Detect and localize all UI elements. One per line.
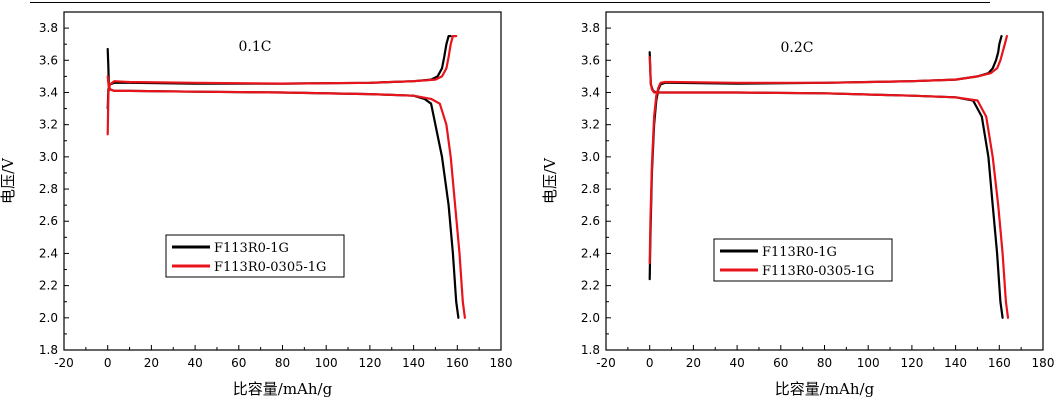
legend-label-1: F113R0-1G <box>214 241 289 256</box>
x-tick-label: 20 <box>686 356 701 370</box>
plot-frame <box>605 11 1044 351</box>
legend-label-2: F113R0-0305-1G <box>214 260 326 275</box>
y-tick-label: 2.6 <box>39 214 58 228</box>
x-tick-label: 100 <box>857 356 880 370</box>
y-tick-label: 2.6 <box>581 214 600 228</box>
y-tick-label: 2.0 <box>581 311 600 325</box>
curves <box>648 34 1010 319</box>
y-tick-label: 2.8 <box>581 182 600 196</box>
x-tick-label: 140 <box>944 356 967 370</box>
x-tick-label: 60 <box>231 356 246 370</box>
curves <box>106 34 466 319</box>
x-tick-label: 140 <box>402 356 425 370</box>
chart-1: -20 0 20 40 60 80 100 120 140 160 180 1.8 2.0 2.2 2.4 2… <box>0 11 513 398</box>
x-tick-label: 160 <box>988 356 1011 370</box>
series-1-charge-line <box>106 34 452 110</box>
x-axis-label: 比容量/mAh/g <box>233 380 333 398</box>
x-tick-label: 180 <box>490 356 513 370</box>
y-tick-label: 3.6 <box>39 53 58 67</box>
series-2-discharge-line <box>648 55 1010 319</box>
y-tick-label: 1.8 <box>39 343 58 357</box>
x-tick-label: 60 <box>773 356 788 370</box>
x-tick-label: 120 <box>358 356 381 370</box>
x-tick-label: 20 <box>144 356 159 370</box>
header-rule <box>30 2 990 3</box>
y-tick-label: 3.0 <box>39 150 58 164</box>
x-tick-label: 40 <box>187 356 202 370</box>
x-tick-label: 0 <box>646 356 654 370</box>
x-tick-label: -20 <box>54 356 74 370</box>
y-tick-label: 3.6 <box>581 53 600 67</box>
chart-2: -20 0 20 40 60 80 100 120 140 160 180 1.8 2.0 2.2 2.4 2… <box>541 11 1055 398</box>
x-tick-label: 80 <box>275 356 290 370</box>
x-tick-label: 180 <box>1032 356 1055 370</box>
x-tick-label: 100 <box>315 356 338 370</box>
legend-box <box>165 234 345 278</box>
y-tick-label: 2.2 <box>39 279 58 293</box>
y-tick-label: 3.4 <box>39 85 58 99</box>
y-tick-label: 2.8 <box>39 182 58 196</box>
x-tick-label: 40 <box>729 356 744 370</box>
legend-box <box>713 238 893 282</box>
y-axis-label: 电压/V <box>0 157 17 204</box>
y-tick-label: 3.2 <box>39 118 58 132</box>
rate-annotation: 0.2C <box>781 40 814 56</box>
series-2-discharge-line <box>106 75 466 319</box>
y-tick-label: 3.8 <box>581 21 600 35</box>
x-tick-label: 120 <box>900 356 923 370</box>
y-tick-label: 2.0 <box>39 311 58 325</box>
y-axis-label: 电压/V <box>541 157 559 204</box>
x-axis-label: 比容量/mAh/g <box>775 380 875 398</box>
x-tick-label: 80 <box>817 356 832 370</box>
y-tick-label: 3.8 <box>39 21 58 35</box>
plot-frame <box>63 11 502 351</box>
series-2-charge-line <box>648 34 1009 265</box>
y-tick-label: 3.4 <box>581 85 600 99</box>
x-tick-label: 160 <box>446 356 469 370</box>
y-tick-label: 2.4 <box>581 246 600 260</box>
y-tick-label: 2.4 <box>39 246 58 260</box>
x-tick-label: -20 <box>596 356 616 370</box>
y-tick-label: 3.0 <box>581 150 600 164</box>
legend-label-2: F113R0-0305-1G <box>762 264 874 279</box>
rate-annotation: 0.1C <box>239 39 272 55</box>
x-tick-label: 0 <box>104 356 112 370</box>
legend-label-1: F113R0-1G <box>762 245 837 260</box>
y-tick-label: 3.2 <box>581 118 600 132</box>
series-2-charge-line <box>106 34 458 136</box>
y-tick-label: 1.8 <box>581 343 600 357</box>
y-tick-label: 2.2 <box>581 279 600 293</box>
